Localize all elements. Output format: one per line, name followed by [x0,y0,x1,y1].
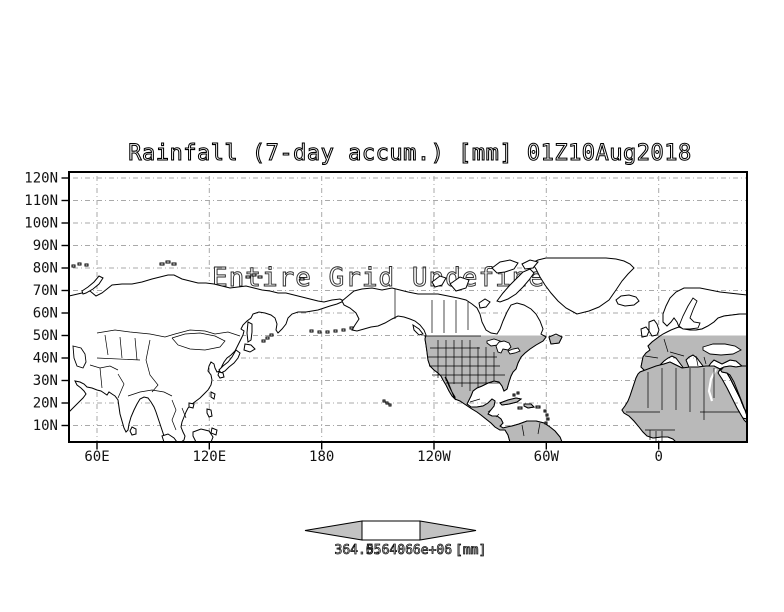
lat-ticks [61,177,69,427]
colorbar-max-label: 5.64066e+06 [366,543,452,558]
lon-label: 120W [417,449,451,465]
world-map [69,257,747,442]
lat-label: 20N [33,396,58,412]
lat-label: 100N [24,216,58,232]
country-state-borders [89,289,740,441]
colorbar-left-arrow [304,520,363,541]
plot-title: Rainfall (7-day accum.) [mm] 01Z10Aug201… [128,141,692,166]
lat-label: 50N [33,328,58,344]
lat-label: 120N [24,171,58,187]
colorbar-units-label: [mm] [455,543,486,558]
lat-label: 90N [33,238,58,254]
lon-label: 0 [654,449,662,465]
lon-label: 120E [192,449,226,465]
lat-label: 70N [33,283,58,299]
lat-label: 60N [33,306,58,322]
lakes [72,297,742,402]
lon-label: 180 [309,449,334,465]
lat-axis-labels: 120N 110N 100N 90N 80N 70N 60N 50N 40N 3… [24,171,58,435]
lon-axis-labels: 60E 120E 180 120W 60W 0 [84,449,663,465]
lat-label: 110N [24,193,58,209]
lat-label: 40N [33,351,58,367]
plot-frame [68,171,748,443]
lat-label: 80N [33,261,58,277]
lat-label: 30N [33,373,58,389]
lon-label: 60E [84,449,109,465]
nile-river [707,368,717,402]
colorbar-min-label: 364.05 [335,543,382,558]
lon-ticks [96,442,660,450]
lon-label: 60W [534,449,560,465]
colorbar-mid-box [361,520,421,541]
lat-label: 10N [33,418,58,434]
colorbar-right-arrow [419,520,477,541]
colorbar: 364.05 5.64066e+06 [mm] [304,520,487,558]
